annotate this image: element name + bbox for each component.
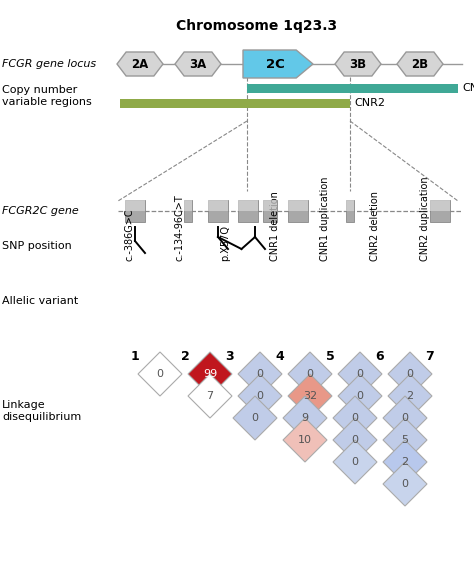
Polygon shape: [333, 440, 377, 484]
Bar: [430, 200, 450, 222]
Bar: [288, 200, 308, 211]
Bar: [263, 200, 277, 211]
Text: 5: 5: [401, 435, 409, 445]
Text: 0: 0: [352, 457, 358, 467]
Polygon shape: [383, 462, 427, 506]
Text: 2: 2: [401, 457, 409, 467]
Text: 4: 4: [275, 350, 284, 364]
Text: 0: 0: [401, 479, 409, 489]
Bar: [238, 200, 258, 211]
Bar: [184, 200, 192, 222]
Bar: [238, 200, 258, 222]
Text: SNP position: SNP position: [2, 241, 72, 251]
Polygon shape: [117, 52, 163, 76]
Bar: [184, 200, 192, 211]
Text: CNR1: CNR1: [462, 83, 474, 93]
Polygon shape: [388, 352, 432, 396]
Polygon shape: [397, 52, 443, 76]
Polygon shape: [238, 374, 282, 418]
Text: CNR1 duplication: CNR1 duplication: [320, 177, 330, 261]
Text: 0: 0: [356, 369, 364, 379]
Text: 0: 0: [356, 391, 364, 401]
Text: FCGR2C gene: FCGR2C gene: [2, 206, 79, 216]
Polygon shape: [288, 352, 332, 396]
Text: 0: 0: [256, 369, 264, 379]
Bar: [120, 98, 350, 108]
Text: Allelic variant: Allelic variant: [2, 296, 78, 306]
Polygon shape: [338, 352, 382, 396]
Text: 0: 0: [252, 413, 258, 423]
Polygon shape: [383, 440, 427, 484]
Bar: [125, 200, 145, 211]
Polygon shape: [188, 374, 232, 418]
Text: 3B: 3B: [349, 57, 366, 71]
Polygon shape: [283, 396, 327, 440]
Text: c.-134-96C>T: c.-134-96C>T: [175, 194, 185, 261]
Polygon shape: [188, 352, 232, 396]
Bar: [125, 200, 145, 222]
Polygon shape: [243, 50, 313, 78]
Polygon shape: [383, 418, 427, 462]
Bar: [430, 200, 450, 211]
Text: 2: 2: [406, 391, 413, 401]
Polygon shape: [138, 352, 182, 396]
Text: CNR2 deletion: CNR2 deletion: [370, 191, 380, 261]
Polygon shape: [333, 418, 377, 462]
Bar: [346, 200, 354, 211]
Bar: [208, 200, 228, 211]
Text: 10: 10: [298, 435, 312, 445]
Text: CNR1 deletion: CNR1 deletion: [270, 191, 280, 261]
Text: Copy number
variable regions: Copy number variable regions: [2, 85, 92, 107]
Polygon shape: [175, 52, 221, 76]
Text: 0: 0: [401, 413, 409, 423]
Polygon shape: [338, 374, 382, 418]
Text: FCGR gene locus: FCGR gene locus: [2, 59, 96, 69]
Text: 5: 5: [326, 350, 334, 364]
Text: 7: 7: [207, 391, 214, 401]
Polygon shape: [335, 52, 381, 76]
Text: p.X57Q: p.X57Q: [220, 225, 230, 261]
Polygon shape: [383, 396, 427, 440]
Polygon shape: [233, 396, 277, 440]
Text: 0: 0: [307, 369, 313, 379]
Text: CNR2 duplication: CNR2 duplication: [420, 177, 430, 261]
Text: 0: 0: [256, 391, 264, 401]
Text: 6: 6: [376, 350, 384, 364]
Text: Chromosome 1q23.3: Chromosome 1q23.3: [176, 19, 337, 33]
Text: 2C: 2C: [266, 57, 285, 71]
Bar: [263, 200, 277, 222]
Text: 32: 32: [303, 391, 317, 401]
Polygon shape: [333, 396, 377, 440]
Text: Linkage
disequilibrium: Linkage disequilibrium: [2, 400, 81, 422]
Text: 0: 0: [352, 413, 358, 423]
Text: 2B: 2B: [411, 57, 428, 71]
Text: 2: 2: [181, 350, 190, 364]
Text: 1: 1: [131, 350, 139, 364]
Bar: [208, 200, 228, 222]
Polygon shape: [238, 352, 282, 396]
Polygon shape: [388, 374, 432, 418]
Text: 7: 7: [426, 350, 434, 364]
Text: 2A: 2A: [131, 57, 149, 71]
Text: 0: 0: [352, 435, 358, 445]
Text: 0: 0: [407, 369, 413, 379]
Polygon shape: [283, 418, 327, 462]
Text: 99: 99: [203, 369, 217, 379]
Text: CNR2: CNR2: [354, 98, 385, 108]
Text: 3A: 3A: [190, 57, 207, 71]
Text: c.-386G>C: c.-386G>C: [125, 208, 135, 261]
Bar: [346, 200, 354, 222]
Text: 0: 0: [156, 369, 164, 379]
Bar: [288, 200, 308, 222]
Text: 3: 3: [226, 350, 234, 364]
Text: 9: 9: [301, 413, 309, 423]
Polygon shape: [288, 374, 332, 418]
Bar: [247, 83, 458, 93]
